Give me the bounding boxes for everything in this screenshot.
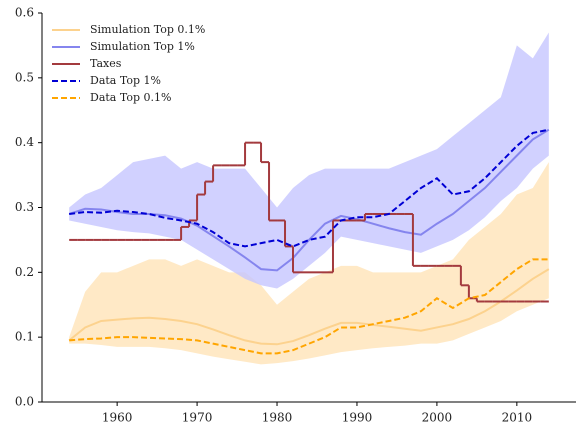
- y-tick-label: 0.3: [15, 200, 34, 214]
- y-tick-label: 0.1: [15, 330, 34, 344]
- x-tick-label: 1970: [182, 411, 213, 425]
- y-tick-label: 0.0: [15, 395, 34, 409]
- band: [69, 162, 549, 365]
- y-tick-label: 0.4: [15, 135, 34, 149]
- legend-label: Simulation Top 1%: [90, 40, 195, 53]
- x-tick-label: 1990: [342, 411, 373, 425]
- series-line: [69, 258, 549, 355]
- x-tick-label: 1960: [102, 411, 133, 425]
- x-tick-label: 2000: [422, 411, 453, 425]
- y-tick-label: 0.2: [15, 265, 34, 279]
- legend-label: Data Top 0.1%: [90, 91, 171, 104]
- legend-label: Simulation Top 0.1%: [90, 23, 205, 36]
- legend-label: Data Top 1%: [90, 74, 161, 87]
- series-line: [68, 268, 550, 346]
- series-line: [68, 128, 550, 272]
- y-tick-label: 0.6: [15, 6, 34, 20]
- x-tick-label: 2010: [502, 411, 533, 425]
- series-line: [69, 128, 550, 248]
- y-tick-label: 0.5: [15, 70, 34, 84]
- x-tick-label: 1980: [262, 411, 293, 425]
- legend-label: Taxes: [90, 57, 122, 70]
